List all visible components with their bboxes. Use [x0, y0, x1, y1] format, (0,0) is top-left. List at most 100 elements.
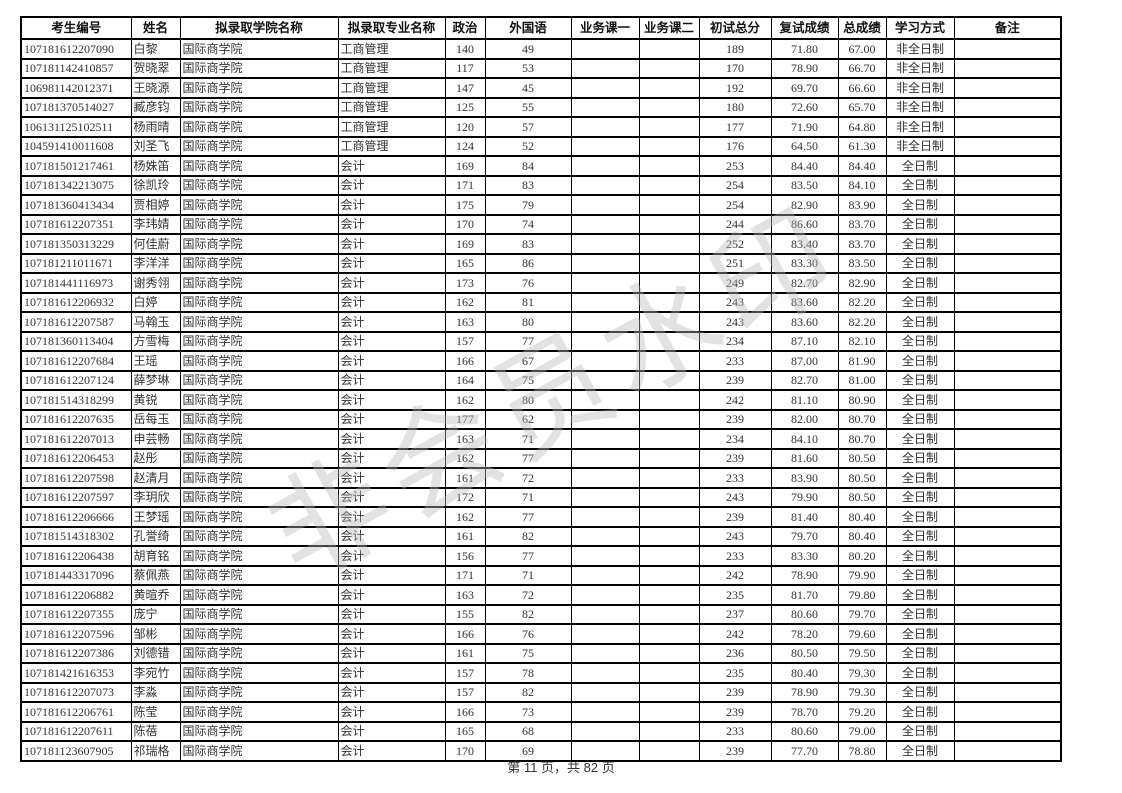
- table-cell: 国际商学院: [179, 350, 339, 372]
- table-cell: 黄锐: [130, 389, 181, 411]
- table-cell: 69.70: [770, 77, 839, 99]
- table-cell: 107181612207611: [20, 720, 132, 742]
- table-cell: 全日制: [885, 486, 955, 508]
- table-cell: [953, 194, 1062, 216]
- table-cell: 107181360413434: [20, 194, 132, 216]
- table-cell: 83.30: [770, 545, 839, 567]
- table-cell: 全日制: [885, 447, 955, 469]
- table-cell: [953, 330, 1062, 352]
- table-cell: 赵清月: [130, 467, 181, 489]
- page-footer: 第 11 页，共 82 页: [0, 757, 1122, 776]
- table-cell: [570, 467, 640, 489]
- table-cell: 会计: [337, 291, 446, 313]
- table-row: 107181360113404 方雪梅 国际商学院 会计 157 77 234 87.10 82…: [20, 330, 1062, 352]
- table-cell: 全日制: [885, 525, 955, 547]
- table-cell: 国际商学院: [179, 428, 339, 450]
- table-cell: 国际商学院: [179, 525, 339, 547]
- table-cell: 工商管理: [337, 38, 446, 60]
- table-cell: [570, 701, 640, 723]
- table-cell: 全日制: [885, 720, 955, 742]
- table-cell: 全日制: [885, 155, 955, 177]
- table-cell: 岳每玉: [130, 408, 181, 430]
- table-cell: 79.90: [770, 486, 839, 508]
- table-cell: [953, 174, 1062, 196]
- table-cell: [953, 428, 1062, 450]
- table-cell: 全日制: [885, 564, 955, 586]
- table-cell: 国际商学院: [179, 623, 339, 645]
- table-cell: 王梦瑶: [130, 506, 181, 528]
- table-cell: [570, 174, 640, 196]
- table-cell: 107181612207073: [20, 681, 132, 703]
- table-cell: [570, 662, 640, 684]
- table-cell: [953, 545, 1062, 567]
- table-cell: 233: [698, 720, 772, 742]
- column-header: 拟录取专业名称: [337, 16, 446, 40]
- table-cell: 233: [698, 350, 772, 372]
- table-cell: 69: [484, 740, 572, 762]
- table-cell: [953, 252, 1062, 274]
- table-cell: 66.70: [837, 57, 887, 79]
- table-cell: [570, 447, 640, 469]
- table-cell: 180: [698, 96, 772, 118]
- table-cell: 83.90: [770, 467, 839, 489]
- table-cell: 刘德错: [130, 642, 181, 664]
- table-cell: 全日制: [885, 584, 955, 606]
- table-cell: [570, 330, 640, 352]
- table-cell: 107181612207351: [20, 213, 132, 235]
- table-cell: 国际商学院: [179, 116, 339, 138]
- table-cell: [638, 311, 700, 333]
- table-cell: 157: [444, 662, 486, 684]
- table-cell: 会计: [337, 681, 446, 703]
- table-cell: 107181612207124: [20, 369, 132, 391]
- table-cell: [638, 545, 700, 567]
- table-cell: 陈蓓: [130, 720, 181, 742]
- table-cell: 78.20: [770, 623, 839, 645]
- table-cell: 107181612207597: [20, 486, 132, 508]
- table-cell: 107181612206882: [20, 584, 132, 606]
- table-cell: 84.10: [837, 174, 887, 196]
- table-cell: 全日制: [885, 233, 955, 255]
- table-row: 107181612207597 李玥欣 国际商学院 会计 172 71 243 79.90 80…: [20, 486, 1062, 508]
- column-header: 业务课二: [638, 16, 700, 40]
- table-cell: 80.70: [837, 408, 887, 430]
- table-cell: 非全日制: [885, 116, 955, 138]
- table-cell: 会计: [337, 584, 446, 606]
- table-cell: 107181142410857: [20, 57, 132, 79]
- table-cell: [953, 116, 1062, 138]
- table-cell: 全日制: [885, 389, 955, 411]
- table-cell: 107181612207684: [20, 350, 132, 372]
- table-cell: [570, 486, 640, 508]
- table-cell: 147: [444, 77, 486, 99]
- table-cell: 李洋洋: [130, 252, 181, 274]
- column-header: 考生编号: [20, 16, 132, 40]
- column-header: 业务课一: [570, 16, 640, 40]
- table-cell: 国际商学院: [179, 96, 339, 118]
- table-cell: 80: [484, 389, 572, 411]
- table-cell: 107181612207635: [20, 408, 132, 430]
- table-cell: 252: [698, 233, 772, 255]
- table-cell: 79: [484, 194, 572, 216]
- table-cell: 国际商学院: [179, 467, 339, 489]
- table-cell: 国际商学院: [179, 38, 339, 60]
- table-cell: 徐凯玲: [130, 174, 181, 196]
- table-cell: 非全日制: [885, 77, 955, 99]
- table-cell: [953, 369, 1062, 391]
- table-cell: 会计: [337, 603, 446, 625]
- table-cell: [638, 486, 700, 508]
- table-cell: 刘圣飞: [130, 135, 181, 157]
- table-cell: [570, 194, 640, 216]
- column-header: 政治: [444, 16, 486, 40]
- table-row: 107181612207611 陈蓓 国际商学院 会计 165 68 233 80.60 79.…: [20, 720, 1062, 742]
- table-cell: 78.90: [770, 57, 839, 79]
- table-cell: 237: [698, 603, 772, 625]
- table-cell: 83: [484, 174, 572, 196]
- table-cell: 80.60: [770, 603, 839, 625]
- table-cell: 161: [444, 467, 486, 489]
- table-cell: 120: [444, 116, 486, 138]
- table-cell: 117: [444, 57, 486, 79]
- table-cell: 工商管理: [337, 77, 446, 99]
- table-cell: 75: [484, 369, 572, 391]
- table-cell: 74: [484, 213, 572, 235]
- table-cell: 80.20: [837, 545, 887, 567]
